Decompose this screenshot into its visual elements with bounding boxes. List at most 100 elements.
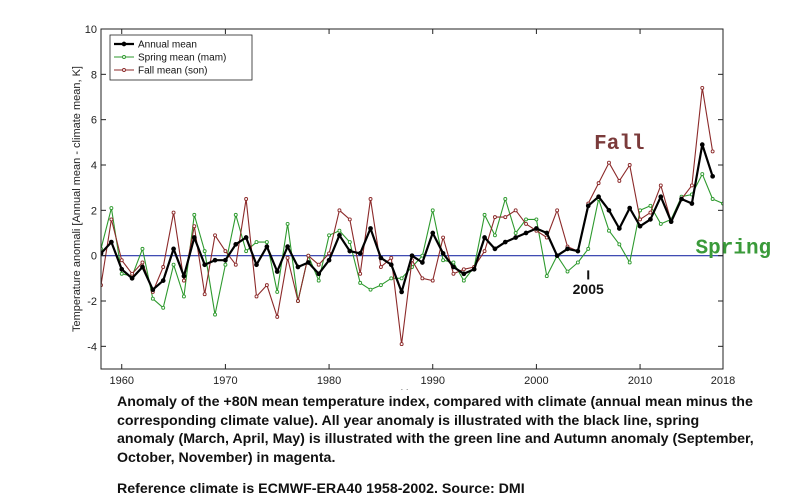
data-point-annual-mean <box>347 248 353 254</box>
data-point-annual-mean <box>337 232 342 238</box>
data-point-fall-mean-son <box>368 197 373 201</box>
legend-label: Spring mean (mam) <box>138 53 226 64</box>
x-tick-label: 2018 <box>711 375 735 387</box>
data-point-fall-mean-son <box>451 271 456 276</box>
data-point-spring-mean-mam <box>441 258 446 263</box>
data-point-fall-mean-son <box>689 183 694 188</box>
data-point-spring-mean-mam <box>658 221 663 226</box>
data-point-annual-mean <box>596 194 601 200</box>
data-point-spring-mean-mam <box>140 246 145 251</box>
data-point-fall-mean-son <box>358 271 363 276</box>
data-point-spring-mean-mam <box>389 276 394 281</box>
y-tick-label: 2 <box>91 205 97 217</box>
plot-frame <box>100 28 724 370</box>
data-point-fall-mean-son <box>192 224 197 229</box>
data-point-fall-mean-son <box>171 210 176 215</box>
data-point-fall-mean-son <box>658 183 663 188</box>
data-point-annual-mean <box>544 230 550 236</box>
figure-caption: Anomaly of the +80N mean temperature ind… <box>117 394 754 466</box>
data-point-spring-mean-mam <box>347 240 352 245</box>
data-point-spring-mean-mam <box>451 260 456 265</box>
data-point-annual-mean <box>233 241 239 247</box>
data-point-annual-mean <box>140 264 145 270</box>
temperature-anomaly-chart: 1960 1970 1980 1990 2000 2010 2018 -4 -2 0 2 4 6 8 10 Y… <box>71 24 771 390</box>
data-point-annual-mean <box>243 235 249 240</box>
data-point-fall-mean-son <box>555 208 560 213</box>
data-point-fall-mean-son <box>513 208 518 213</box>
data-point-spring-mean-mam <box>461 278 466 283</box>
series-line-annual-mean <box>101 143 714 293</box>
data-point-annual-mean <box>554 253 560 259</box>
data-point-spring-mean-mam <box>109 206 114 211</box>
data-point-spring-mean-mam <box>607 228 611 233</box>
data-point-fall-mean-son <box>181 278 186 283</box>
data-point-annual-mean <box>305 260 311 265</box>
data-point-annual-mean <box>648 217 653 222</box>
data-point-annual-mean <box>482 235 487 240</box>
x-tick-label: 1960 <box>109 375 133 387</box>
data-point-spring-mean-mam <box>368 287 373 292</box>
data-point-annual-mean <box>171 246 176 252</box>
data-point-spring-mean-mam <box>710 197 715 201</box>
data-point-annual-mean <box>668 219 674 225</box>
data-point-annual-mean <box>502 239 508 245</box>
data-point-spring-mean-mam <box>700 172 705 177</box>
data-point-annual-mean <box>202 262 208 268</box>
data-point-annual-mean <box>565 246 570 252</box>
data-point-spring-mean-mam <box>192 212 197 217</box>
data-point-fall-mean-son <box>617 178 622 183</box>
data-point-fall-mean-son <box>254 294 259 299</box>
data-point-annual-mean <box>471 266 477 272</box>
legend-swatch-marker <box>122 68 126 72</box>
data-point-spring-mean-mam <box>627 260 632 265</box>
data-point-fall-mean-son <box>327 251 332 256</box>
data-point-annual-mean <box>160 278 166 283</box>
x-tick-label: 2000 <box>524 375 548 387</box>
data-point-annual-mean <box>585 203 591 209</box>
data-point-annual-mean <box>274 269 280 274</box>
data-point-annual-mean <box>523 230 529 236</box>
data-point-spring-mean-mam <box>544 274 549 279</box>
data-point-annual-mean <box>710 173 715 179</box>
data-point-spring-mean-mam <box>513 231 518 235</box>
data-point-fall-mean-son <box>202 292 207 297</box>
y-tick-label: -2 <box>87 296 97 308</box>
y-tick-label: 6 <box>91 115 97 127</box>
data-point-spring-mean-mam <box>213 312 217 317</box>
data-point-fall-mean-son <box>492 215 497 220</box>
data-point-fall-mean-son <box>503 215 508 220</box>
data-point-spring-mean-mam <box>244 249 249 254</box>
legend-swatch-marker <box>122 55 126 59</box>
data-point-annual-mean <box>285 244 290 249</box>
data-point-spring-mean-mam <box>534 217 539 222</box>
data-point-annual-mean <box>409 253 415 259</box>
data-point-fall-mean-son <box>627 163 632 167</box>
data-point-spring-mean-mam <box>586 246 591 251</box>
data-point-fall-mean-son <box>638 217 643 222</box>
y-axis-label: Temperature anomali [Annual mean - clima… <box>71 66 83 332</box>
legend-label: Annual mean <box>138 40 197 51</box>
data-point-spring-mean-mam <box>503 197 508 201</box>
data-point-spring-mean-mam <box>617 242 622 247</box>
data-point-fall-mean-son <box>223 249 228 254</box>
data-point-spring-mean-mam <box>575 260 580 265</box>
data-point-fall-mean-son <box>140 260 145 265</box>
axes: 1960 1970 1980 1990 2000 2010 2018 -4 -2 0 2 4 6 8 10 Y… <box>71 24 735 390</box>
data-point-annual-mean <box>326 257 332 263</box>
data-point-fall-mean-son <box>285 255 290 260</box>
data-point-annual-mean <box>430 230 436 236</box>
reference-note: Reference climate is ECMWF-ERA40 1958-20… <box>117 481 525 497</box>
data-point-annual-mean <box>627 205 633 211</box>
data-point-fall-mean-son <box>430 278 435 283</box>
data-point-annual-mean <box>689 201 695 206</box>
data-point-spring-mean-mam <box>316 278 321 283</box>
series-line-fall-mean-son <box>101 87 714 345</box>
data-point-annual-mean <box>150 287 156 293</box>
data-point-fall-mean-son <box>389 255 394 260</box>
data-point-annual-mean <box>534 226 539 231</box>
data-point-spring-mean-mam <box>399 276 404 281</box>
legend-label: Fall mean (son) <box>138 66 207 77</box>
x-tick-label: 1990 <box>420 375 444 387</box>
legend-swatch-marker <box>121 41 127 47</box>
data-point-spring-mean-mam <box>378 283 383 288</box>
